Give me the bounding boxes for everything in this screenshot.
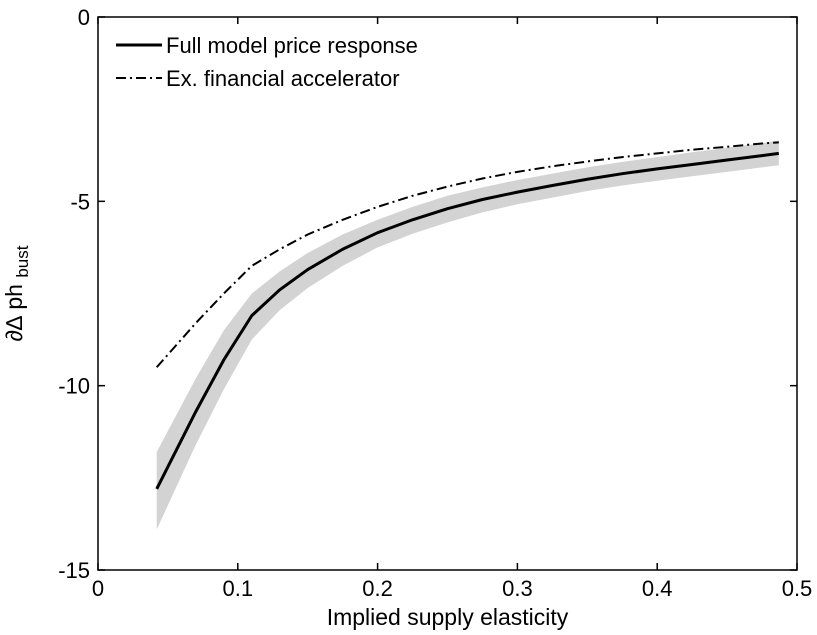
x-tick-label: 0.1 bbox=[223, 576, 254, 601]
y-tick-label: -15 bbox=[58, 558, 90, 583]
plot-frame bbox=[97, 16, 798, 571]
series-line-full-model bbox=[155, 151, 780, 490]
y-tick-label: -10 bbox=[58, 374, 90, 399]
y-axis-label: ∂∆ ph bust bbox=[1, 245, 32, 341]
confidence-band bbox=[156, 140, 779, 530]
series-line-ex-financial-accelerator bbox=[155, 141, 779, 368]
x-tick-label: 0 bbox=[92, 576, 104, 601]
confidence-band-layer bbox=[156, 140, 779, 530]
legend-label-ex-financial-accelerator: Ex. financial accelerator bbox=[166, 66, 400, 91]
series-layer bbox=[155, 141, 780, 490]
y-axis-label-main: ∂∆ ph bbox=[1, 284, 27, 341]
x-axis-label: Implied supply elasticity bbox=[327, 604, 569, 630]
x-tick-label: 0.3 bbox=[502, 576, 533, 601]
tick-layer: 0 0.1 0.2 0.3 0.4 0.5 0 -5 -10 -15 bbox=[58, 5, 812, 601]
x-tick-label: 0.4 bbox=[642, 576, 673, 601]
y-tick-label: 0 bbox=[78, 5, 90, 30]
y-axis-label-subscript: bust bbox=[13, 245, 32, 277]
legend-label-full-model: Full model price response bbox=[166, 33, 418, 58]
y-tick-label: -5 bbox=[70, 189, 90, 214]
x-tick-label: 0.2 bbox=[362, 576, 393, 601]
x-tick-label: 0.5 bbox=[782, 576, 813, 601]
legend: Full model price response Ex. financial … bbox=[116, 33, 418, 91]
